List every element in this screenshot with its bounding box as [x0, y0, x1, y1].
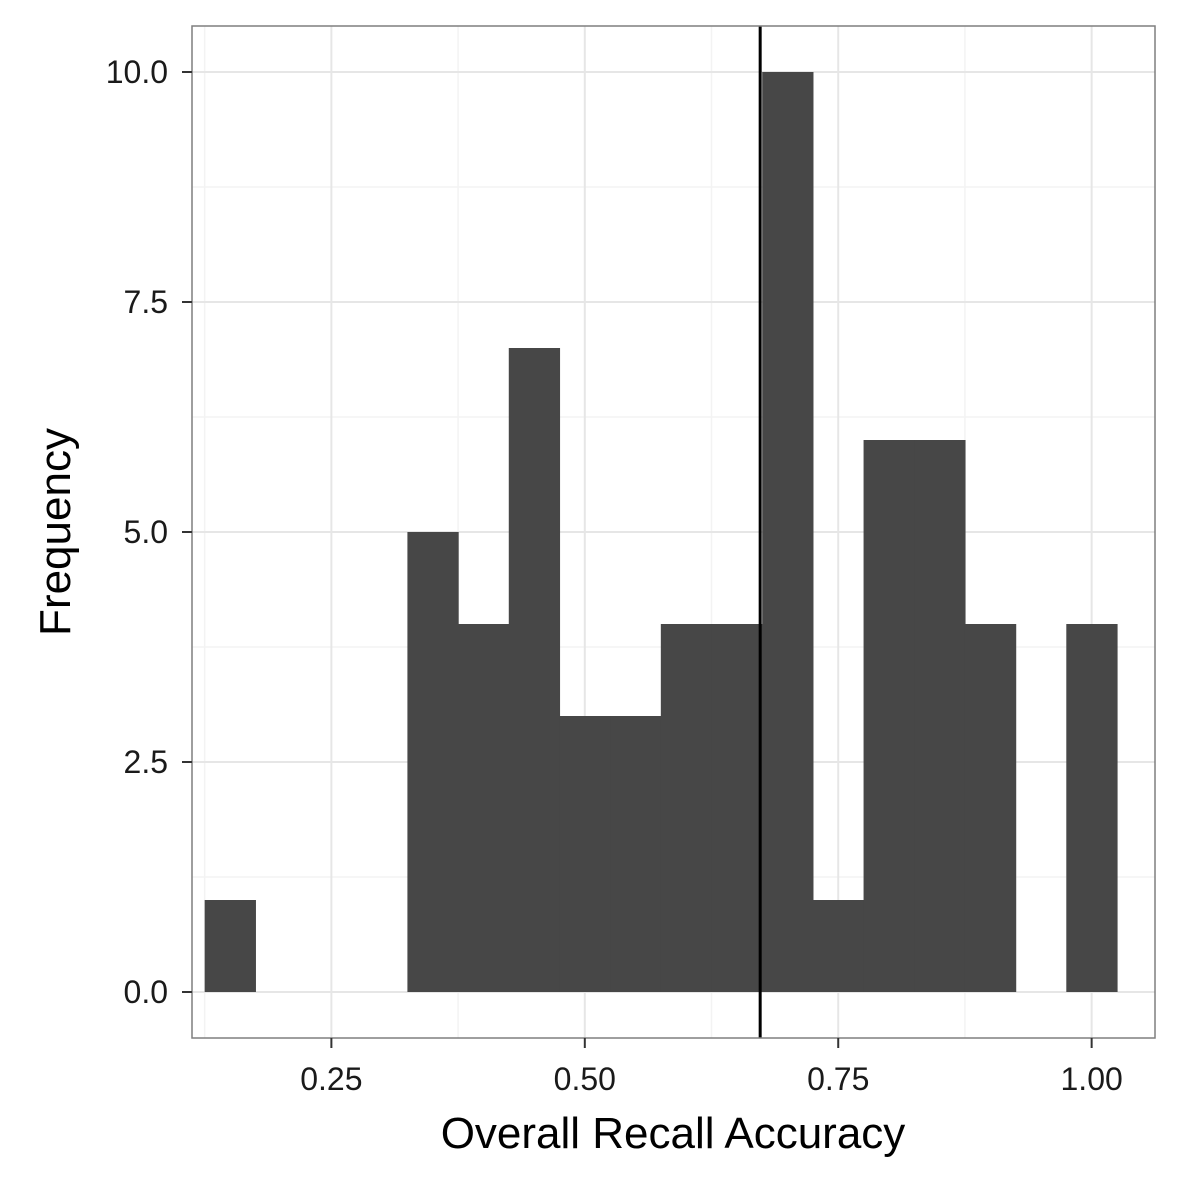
x-tick-label: 0.50 [554, 1061, 616, 1097]
histogram-bar [812, 900, 865, 992]
histogram-bars [204, 72, 1118, 992]
x-tick-label: 0.25 [300, 1061, 362, 1097]
y-tick-label: 0.0 [124, 974, 168, 1010]
y-axis-ticks: 0.0 2.5 5.0 7.5 10.0 [106, 54, 192, 1010]
histogram-bar [1066, 624, 1118, 992]
histogram-bar [863, 440, 915, 992]
histogram-bar [610, 716, 662, 992]
y-tick-label: 7.5 [124, 284, 168, 320]
x-axis-ticks: 0.25 0.50 0.75 1.00 [300, 1038, 1123, 1097]
histogram-bar [660, 624, 713, 992]
histogram-bar [914, 440, 966, 992]
histogram-bar [458, 624, 510, 992]
histogram-bar [762, 72, 814, 992]
histogram-bar [559, 716, 611, 992]
y-tick-label: 2.5 [124, 744, 168, 780]
x-axis-title: Overall Recall Accuracy [441, 1109, 906, 1158]
histogram-bar [711, 624, 763, 992]
histogram-bar [407, 532, 459, 992]
histogram-bar [204, 900, 256, 992]
y-tick-label: 5.0 [124, 514, 168, 550]
histogram-bar [964, 624, 1017, 992]
x-tick-label: 0.75 [807, 1061, 869, 1097]
y-axis-title: Frequency [31, 428, 80, 636]
histogram-bar [508, 348, 561, 992]
x-tick-label: 1.00 [1061, 1061, 1123, 1097]
y-tick-label: 10.0 [106, 54, 168, 90]
